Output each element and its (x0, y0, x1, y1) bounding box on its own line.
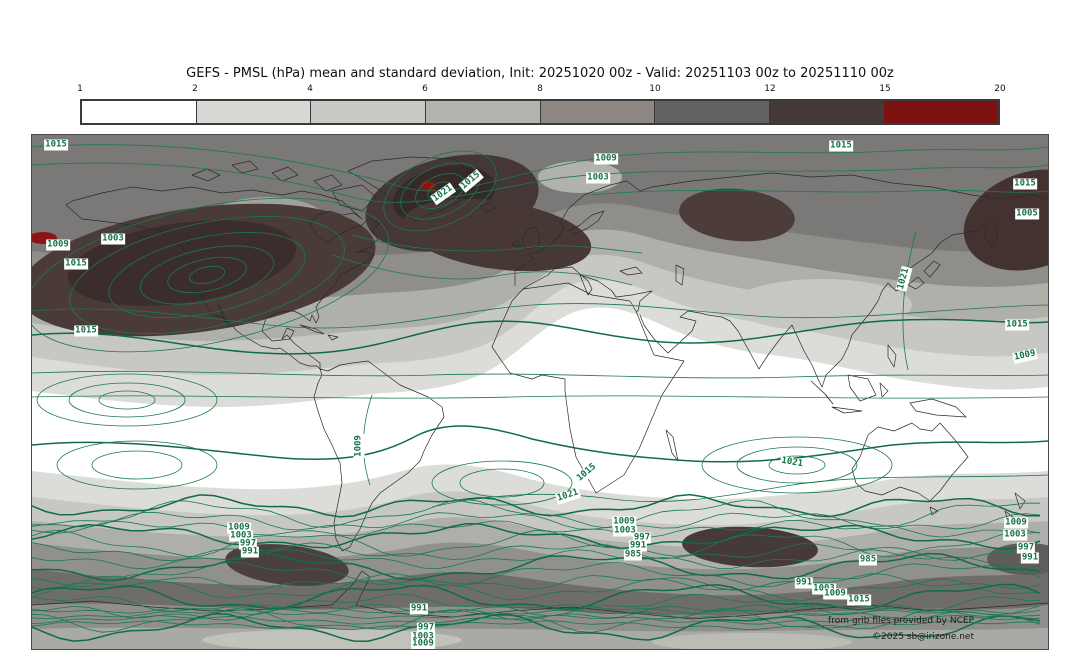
contour-label-1009: 1009 (823, 588, 847, 600)
colorbar-tick: 15 (879, 84, 891, 94)
map-canvas-svg (32, 135, 1048, 649)
contour-label-1003: 1003 (586, 172, 610, 184)
colorbar-tick: 6 (422, 84, 428, 94)
colorbar-segment-0 (82, 101, 196, 123)
colorbar-segments (80, 99, 1000, 125)
contour-label-991: 991 (1020, 552, 1040, 564)
colorbar-tick: 4 (307, 84, 313, 94)
contour-label-1009: 1009 (411, 638, 435, 649)
contour-label-1009: 1009 (594, 153, 618, 165)
colorbar-segment-2 (310, 101, 425, 123)
contour-label-1009: 1009 (1004, 517, 1028, 529)
world-pressure-map: 1015 1015 1009 1003 1015 1005 1015 1021 1003 1009… (31, 134, 1049, 650)
colorbar-tick: 1 (77, 84, 83, 94)
colorbar-segment-6 (768, 101, 884, 123)
contour-label-997: 997 (238, 538, 258, 550)
contour-label-1003: 1003 (613, 525, 637, 537)
contour-label-997: 997 (416, 622, 436, 634)
contour-label-1015: 1015 (829, 140, 853, 152)
contour-label-985: 985 (623, 549, 643, 561)
contour-label-985: 985 (858, 554, 878, 566)
colorbar-tick-labels: 1 2 4 6 8 10 12 15 20 (77, 84, 1006, 96)
contour-label-1009: 1009 (353, 434, 365, 458)
contour-label-1015: 1015 (847, 594, 871, 606)
attribution-copyright: ©2025 sb@irizone.net (872, 632, 974, 642)
colorbar-tick: 20 (994, 84, 1006, 94)
contour-label-991: 991 (409, 603, 429, 615)
contour-label-1015: 1015 (1013, 178, 1037, 190)
contour-label-1015: 1015 (74, 325, 98, 337)
colorbar-segment-7 (883, 101, 998, 123)
contour-label-1003: 1003 (411, 631, 435, 643)
colorbar-segment-5 (654, 101, 769, 123)
contour-label-1015: 1015 (1005, 319, 1029, 331)
contour-label-1003: 1003 (229, 530, 253, 542)
colorbar: 1 2 4 6 8 10 12 15 20 (77, 84, 1006, 126)
contour-label-1005: 1005 (1015, 208, 1039, 220)
colorbar-tick: 2 (192, 84, 198, 94)
contour-label-1003: 1003 (1003, 529, 1027, 541)
contour-label-997: 997 (1016, 542, 1036, 554)
contour-label-1015: 1015 (44, 139, 68, 151)
contour-label-1003: 1003 (101, 233, 125, 245)
contour-label-1009: 1009 (46, 239, 70, 251)
contour-label-1009: 1009 (612, 516, 636, 528)
colorbar-segment-3 (424, 101, 540, 123)
contour-label-1015: 1015 (64, 258, 88, 270)
colorbar-segment-4 (539, 101, 655, 123)
attribution-source: from grib files provided by NCEP (828, 616, 974, 626)
chart-title: GEFS - PMSL (hPa) mean and standard devi… (186, 66, 894, 81)
contour-label-991: 991 (240, 546, 260, 558)
colorbar-segment-1 (195, 101, 311, 123)
colorbar-tick: 8 (537, 84, 543, 94)
contour-label-1009: 1009 (227, 522, 251, 534)
contour-label-991: 991 (794, 577, 814, 589)
contour-label-991: 991 (628, 540, 648, 552)
coastlines (32, 156, 1048, 620)
contour-label-997: 997 (632, 532, 652, 544)
colorbar-tick: 12 (764, 84, 776, 94)
colorbar-tick: 10 (649, 84, 661, 94)
